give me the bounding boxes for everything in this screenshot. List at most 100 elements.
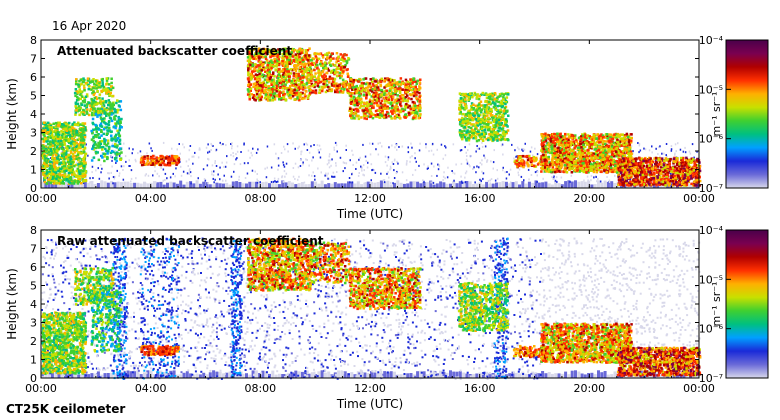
heatmap-cell: [418, 104, 422, 107]
heatmap-cell: [354, 85, 357, 89]
heatmap-cell: [108, 172, 110, 175]
heatmap-cell: [126, 181, 130, 188]
heatmap-cell: [372, 106, 375, 110]
heatmap-cell: [66, 175, 69, 179]
heatmap-cell: [264, 70, 267, 73]
heatmap-cell: [77, 132, 80, 135]
heatmap-cell: [135, 177, 137, 180]
heatmap-cell: [82, 159, 86, 162]
heatmap-cell: [83, 180, 87, 188]
heatmap-cell: [60, 156, 64, 160]
heatmap-cell: [64, 137, 67, 141]
heatmap-cell: [328, 61, 331, 64]
heatmap-cell: [171, 156, 174, 159]
heatmap-cell: [508, 173, 510, 176]
heatmap-cell: [246, 172, 249, 175]
heatmap-cell: [329, 159, 331, 162]
heatmap-cell: [71, 173, 74, 176]
heatmap-cell: [689, 152, 692, 155]
heatmap-cell: [362, 143, 364, 146]
heatmap-cell: [360, 167, 363, 170]
heatmap-cell: [203, 178, 206, 181]
heatmap-cell: [292, 84, 295, 88]
heatmap-cell: [48, 178, 52, 181]
heatmap-cell: [536, 153, 539, 156]
heatmap-cell: [128, 159, 130, 162]
heatmap-cell: [314, 81, 317, 84]
heatmap-cell: [453, 179, 455, 182]
heatmap-cell: [288, 75, 291, 78]
heatmap-cell: [85, 143, 87, 146]
heatmap-cell: [61, 163, 64, 166]
heatmap-cell: [75, 169, 78, 173]
heatmap-cell: [459, 111, 462, 114]
heatmap-cell: [215, 182, 219, 188]
heatmap-cell: [271, 51, 274, 55]
heatmap-cell: [383, 77, 387, 80]
heatmap-cell: [75, 90, 78, 93]
heatmap-cell: [689, 184, 693, 188]
heatmap-cell: [265, 59, 269, 62]
heatmap-cell: [644, 148, 647, 151]
heatmap-cell: [269, 55, 272, 59]
heatmap-cell: [414, 85, 417, 89]
heatmap-cell: [413, 80, 416, 83]
heatmap-cell: [357, 117, 361, 121]
heatmap-cell: [93, 96, 96, 100]
heatmap-cell: [169, 161, 173, 164]
heatmap-cell: [258, 78, 262, 82]
heatmap-cell: [85, 176, 87, 179]
heatmap-cell: [603, 180, 607, 188]
heatmap-cell: [496, 177, 499, 180]
heatmap-cell: [295, 64, 298, 67]
heatmap-cell: [59, 139, 63, 143]
heatmap-cell: [383, 79, 386, 82]
heatmap-cell: [164, 163, 167, 167]
heatmap-cell: [349, 94, 353, 98]
heatmap-cell: [172, 172, 174, 175]
heatmap-cell: [273, 61, 276, 65]
heatmap-cell: [436, 174, 438, 177]
heatmap-cell: [90, 106, 94, 109]
heatmap-cell: [537, 182, 541, 188]
heatmap-cell: [62, 153, 65, 156]
heatmap-cell: [351, 86, 354, 89]
heatmap-cell: [86, 94, 89, 98]
heatmap-cell: [43, 154, 46, 158]
heatmap-cell: [280, 62, 284, 65]
heatmap-cell: [270, 74, 274, 77]
heatmap-cell: [429, 180, 433, 188]
heatmap-cell: [366, 109, 369, 112]
heatmap-cell: [247, 71, 250, 74]
heatmap-cell: [383, 93, 386, 96]
heatmap-cell: [100, 130, 103, 133]
heatmap-cell: [254, 181, 258, 188]
heatmap-cell: [499, 119, 502, 122]
heatmap-cell: [107, 90, 111, 93]
heatmap-cell: [296, 91, 300, 94]
heatmap-cell: [213, 170, 215, 173]
heatmap-cell: [49, 147, 52, 151]
heatmap-cell: [268, 89, 271, 92]
heatmap-cell: [146, 157, 149, 160]
heatmap-cell: [555, 176, 558, 179]
heatmap-cell: [166, 182, 169, 188]
heatmap-cell: [264, 55, 267, 59]
heatmap-cell: [158, 175, 160, 178]
heatmap-cell: [259, 71, 263, 74]
heatmap-cell: [534, 147, 536, 150]
heatmap-cell: [294, 147, 296, 150]
heatmap-cell: [317, 167, 319, 170]
heatmap-cell: [283, 165, 286, 168]
heatmap-cell: [87, 113, 91, 117]
heatmap-cell: [82, 143, 85, 146]
heatmap-cell: [321, 56, 325, 59]
heatmap-cell: [365, 159, 367, 162]
heatmap-cell: [276, 59, 279, 63]
heatmap-cell: [108, 93, 112, 97]
heatmap-cell: [43, 180, 47, 184]
heatmap-cell: [84, 170, 87, 173]
heatmap-cell: [313, 85, 316, 89]
heatmap-cell: [115, 138, 119, 142]
